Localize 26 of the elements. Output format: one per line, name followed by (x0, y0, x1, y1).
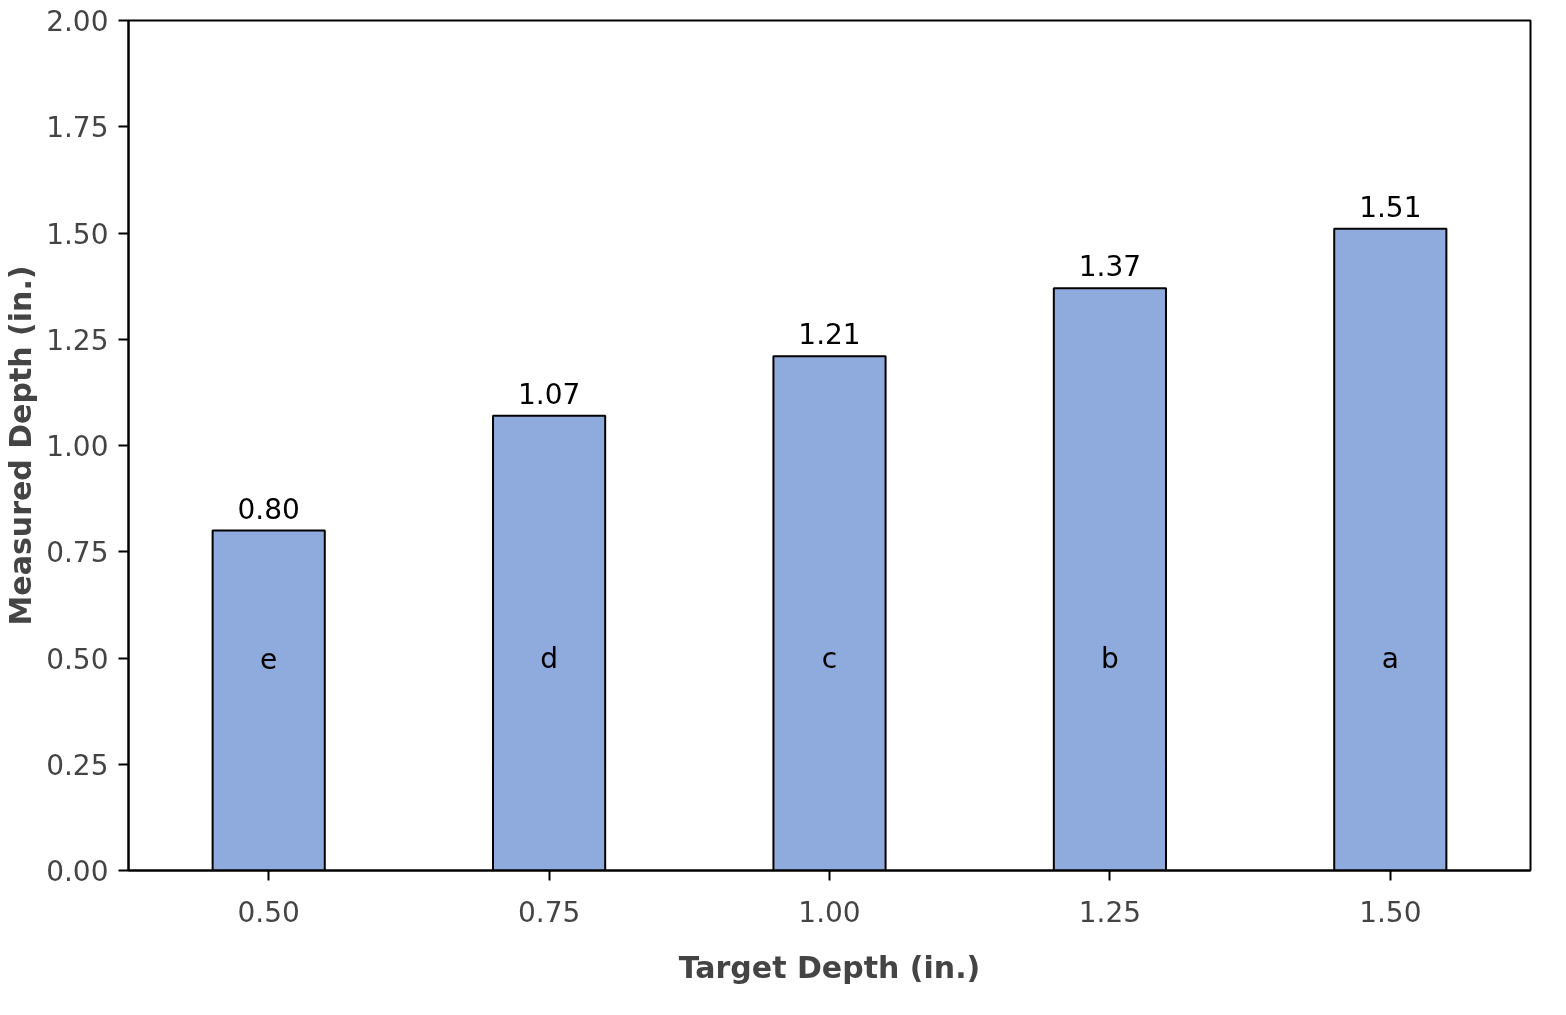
x-tick-label: 1.00 (798, 895, 861, 929)
data-label: 1.21 (798, 318, 861, 352)
annotation: a (1381, 641, 1399, 675)
y-tick-label: 1.75 (46, 111, 109, 145)
x-tick-label: 1.50 (1359, 895, 1422, 929)
annotation: e (260, 642, 278, 676)
y-tick-label: 0.25 (46, 748, 109, 782)
data-label: 0.80 (237, 492, 300, 526)
data-label: 1.51 (1359, 190, 1422, 224)
y-tick-label: 0.75 (46, 536, 109, 570)
annotation: c (821, 641, 838, 675)
x-tick-label: 0.50 (237, 895, 300, 929)
y-tick-label: 0.00 (46, 855, 109, 888)
annotation: d (540, 641, 558, 675)
y-axis-title: Measured Depth (in.) (3, 265, 39, 626)
annotation: b (1101, 641, 1119, 675)
y-tick-label: 1.25 (46, 323, 109, 357)
data-label: 1.07 (517, 377, 581, 411)
y-tick-label: 0.50 (46, 642, 109, 676)
y-tick-label: 1.00 (46, 430, 109, 463)
x-tick-label: 0.75 (517, 895, 581, 929)
y-tick-label: 1.50 (46, 217, 109, 251)
data-label: 1.37 (1078, 250, 1142, 284)
x-tick-label: 1.25 (1078, 895, 1142, 929)
y-tick-label: 2.00 (46, 5, 109, 38)
x-axis-title: Target Depth (in.) (678, 949, 981, 985)
